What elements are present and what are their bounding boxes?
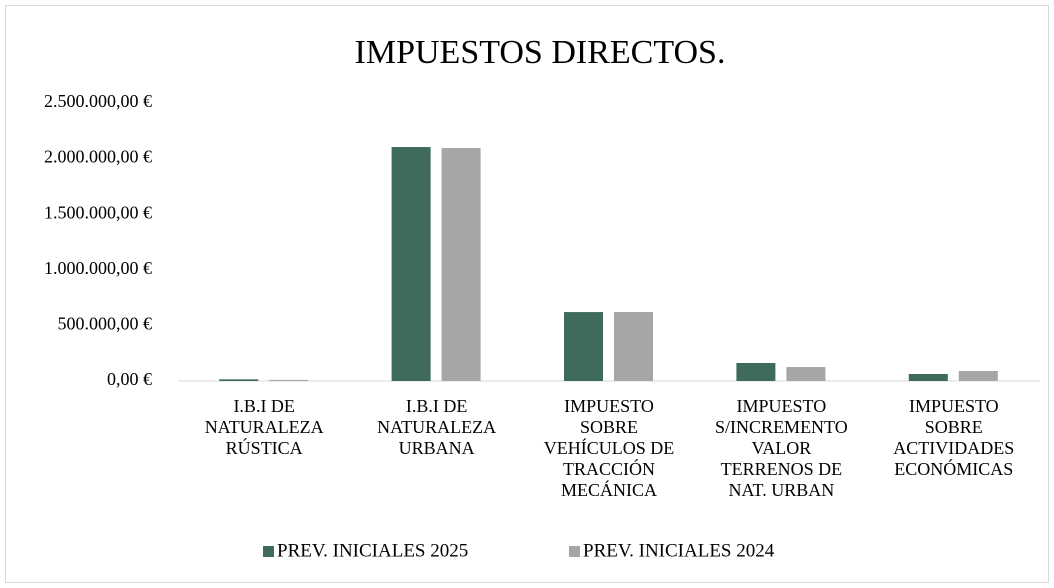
bar <box>908 373 948 381</box>
x-tick-label: IMPUESTO SOBRE ACTIVIDADES ECONÓMICAS <box>893 396 1015 479</box>
chart-border <box>5 5 1049 583</box>
legend-label: PREV. INICIALES 2024 <box>583 540 775 561</box>
x-tick-label: IMPUESTO S/INCREMENTO VALOR TERRENOS DE … <box>715 396 848 500</box>
y-tick-label: 2.000.000,00 € <box>44 147 152 167</box>
y-tick-label: 2.500.000,00 € <box>44 91 152 111</box>
bar <box>391 147 431 381</box>
y-tick-label: 500.000,00 € <box>58 314 153 334</box>
bar <box>786 366 826 381</box>
x-tick-label: I.B.I DE NATURALEZA RÚSTICA <box>204 396 324 458</box>
bar <box>564 312 603 381</box>
bar <box>219 379 259 381</box>
y-tick-label: 0,00 € <box>107 369 152 389</box>
bar <box>614 312 653 381</box>
bar <box>441 148 481 381</box>
legend-swatch <box>263 546 274 557</box>
x-tick-label: I.B.I DE NATURALEZA URBANA <box>377 396 497 458</box>
bar <box>958 370 998 381</box>
bar <box>736 362 776 381</box>
legend-swatch <box>569 546 580 557</box>
bar <box>269 379 309 381</box>
y-tick-label: 1.000.000,00 € <box>44 258 152 278</box>
chart-title: IMPUESTOS DIRECTOS. <box>355 34 726 71</box>
legend-label: PREV. INICIALES 2025 <box>277 540 468 561</box>
x-tick-label: IMPUESTO SOBRE VEHÍCULOS DE TRACCIÓN MEC… <box>543 396 675 500</box>
y-tick-label: 1.500.000,00 € <box>44 202 152 222</box>
